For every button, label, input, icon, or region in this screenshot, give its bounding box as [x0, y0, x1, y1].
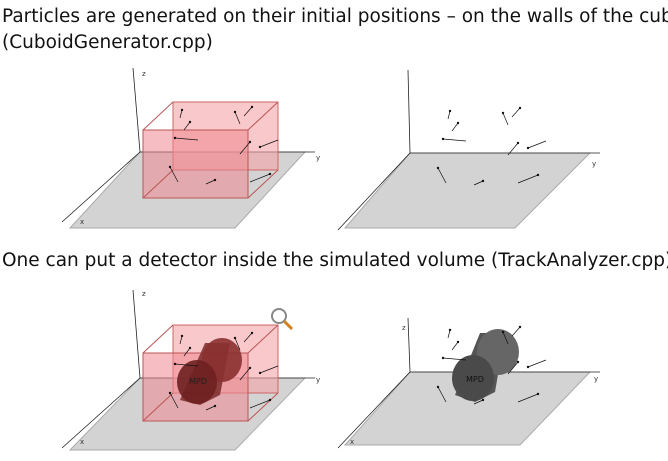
detector-label: MPD: [189, 377, 207, 386]
axis-label: y: [316, 154, 320, 162]
heading: Particles are generated on their initial…: [2, 6, 668, 27]
axis-label: x: [80, 218, 84, 226]
axis-label: y: [594, 375, 598, 383]
panel: z y x: [61, 67, 320, 229]
axis-label: z: [402, 324, 406, 332]
axis-label: y: [316, 376, 320, 384]
panel: MPD z y x: [61, 289, 320, 451]
heading: (CuboidGenerator.cpp): [2, 32, 213, 53]
heading: One can put a detector inside the simula…: [2, 250, 668, 271]
panel: y: [337, 69, 600, 231]
axis-label: x: [80, 438, 84, 446]
detector-label: MPD: [466, 375, 484, 384]
axis-label: y: [592, 160, 596, 168]
axis-label: z: [142, 290, 146, 298]
axis-label: x: [350, 438, 354, 446]
axis-label: z: [142, 70, 146, 78]
panel: MPD z y x: [337, 317, 600, 449]
